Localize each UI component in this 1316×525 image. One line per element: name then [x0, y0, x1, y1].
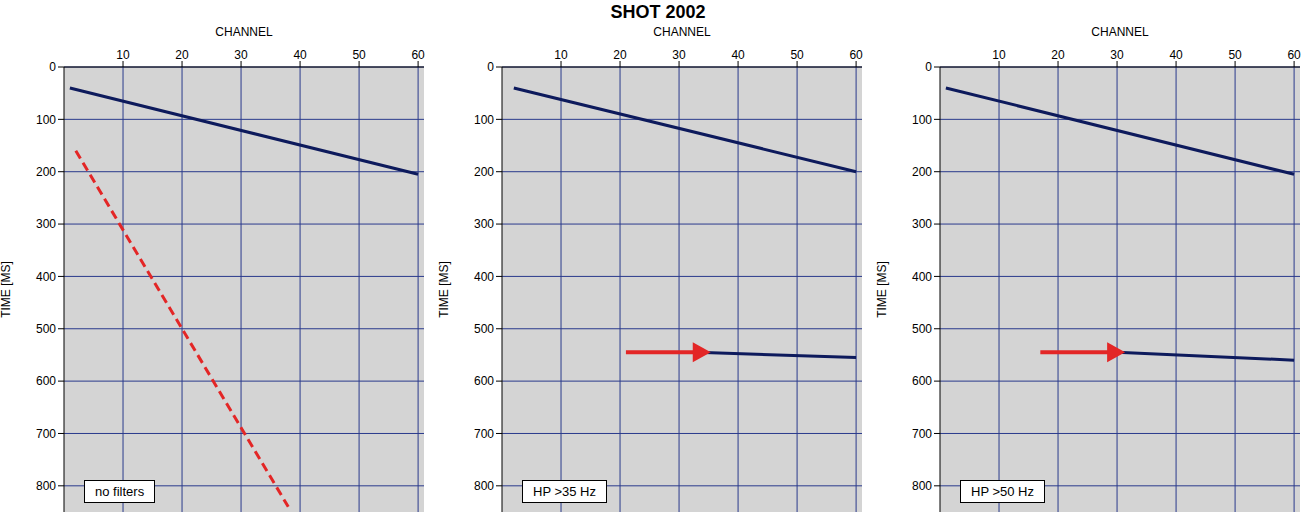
svg-text:50: 50 — [352, 48, 366, 62]
html-text:CHANNEL: CHANNEL — [653, 25, 711, 39]
svg-text:30: 30 — [1110, 48, 1124, 62]
svg-text:TIME [MS]: TIME [MS] — [438, 261, 451, 318]
svg-text:100: 100 — [36, 113, 56, 127]
svg-text:10: 10 — [554, 48, 568, 62]
svg-text:60: 60 — [411, 48, 425, 62]
svg-text:60: 60 — [849, 48, 863, 62]
svg-text:TIME [MS]: TIME [MS] — [0, 261, 13, 318]
svg-text:20: 20 — [613, 48, 627, 62]
svg-text:600: 600 — [36, 374, 56, 388]
svg-text:400: 400 — [36, 270, 56, 284]
svg-text:40: 40 — [1169, 48, 1183, 62]
svg-text:800: 800 — [912, 479, 932, 493]
svg-text:20: 20 — [1051, 48, 1065, 62]
svg-text:40: 40 — [731, 48, 745, 62]
svg-text:30: 30 — [234, 48, 248, 62]
svg-text:600: 600 — [912, 374, 932, 388]
svg-text:30: 30 — [672, 48, 686, 62]
svg-text:500: 500 — [474, 322, 494, 336]
svg-text:10: 10 — [992, 48, 1006, 62]
svg-text:700: 700 — [912, 427, 932, 441]
svg-text:600: 600 — [474, 374, 494, 388]
svg-text:800: 800 — [36, 479, 56, 493]
svg-text:500: 500 — [912, 322, 932, 336]
svg-text:300: 300 — [912, 217, 932, 231]
svg-text:400: 400 — [474, 270, 494, 284]
svg-text:0: 0 — [49, 60, 56, 74]
svg-text:40: 40 — [293, 48, 307, 62]
html-text:HP >35 Hz: HP >35 Hz — [533, 484, 596, 499]
html-text:CHANNEL: CHANNEL — [215, 25, 273, 39]
svg-text:10: 10 — [116, 48, 130, 62]
svg-text:200: 200 — [36, 165, 56, 179]
html-text:no filters: no filters — [95, 484, 145, 499]
svg-text:TIME [MS]: TIME [MS] — [876, 261, 889, 318]
svg-text:300: 300 — [36, 217, 56, 231]
svg-text:700: 700 — [36, 427, 56, 441]
svg-text:100: 100 — [474, 113, 494, 127]
svg-text:700: 700 — [474, 427, 494, 441]
svg-text:0: 0 — [925, 60, 932, 74]
svg-text:400: 400 — [912, 270, 932, 284]
svg-text:60: 60 — [1287, 48, 1301, 62]
svg-text:500: 500 — [36, 322, 56, 336]
html-text:SHOT 2002: SHOT 2002 — [610, 2, 706, 22]
svg-text:200: 200 — [474, 165, 494, 179]
svg-text:50: 50 — [1228, 48, 1242, 62]
svg-text:20: 20 — [175, 48, 189, 62]
html-text:HP >50 Hz: HP >50 Hz — [971, 484, 1034, 499]
html-text:CHANNEL: CHANNEL — [1091, 25, 1149, 39]
svg-text:800: 800 — [474, 479, 494, 493]
svg-text:300: 300 — [474, 217, 494, 231]
svg-text:0: 0 — [487, 60, 494, 74]
svg-text:200: 200 — [912, 165, 932, 179]
svg-text:100: 100 — [912, 113, 932, 127]
svg-text:50: 50 — [790, 48, 804, 62]
